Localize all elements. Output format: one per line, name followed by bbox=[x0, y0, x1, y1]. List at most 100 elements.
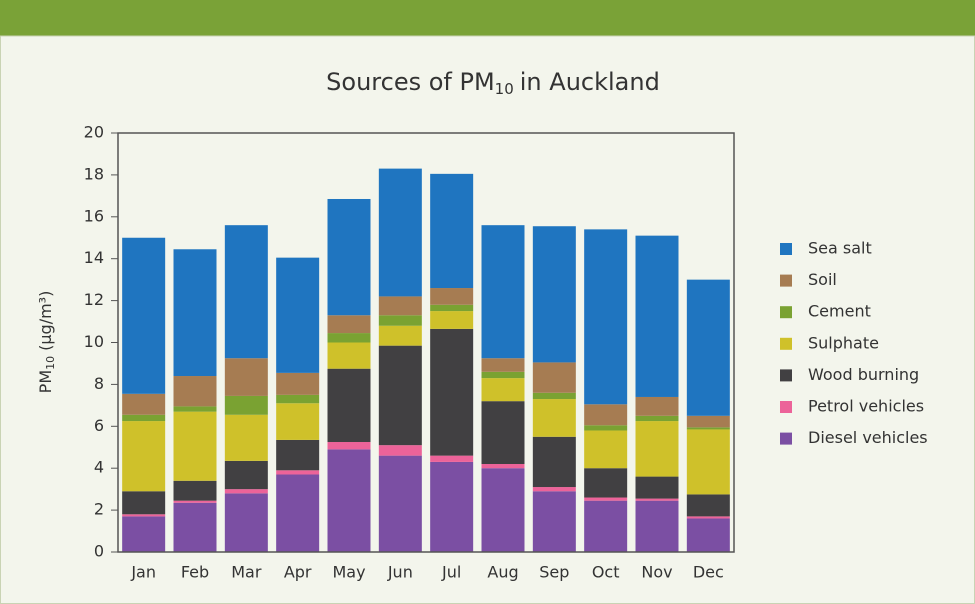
chart-title: Sources of PM10 in Auckland bbox=[326, 68, 660, 98]
title-subscript: 10 bbox=[495, 80, 514, 98]
legend-label: Wood burning bbox=[808, 365, 919, 384]
legend-label: Cement bbox=[808, 302, 871, 321]
bar-segment bbox=[635, 498, 679, 501]
bar-segment bbox=[173, 249, 217, 377]
bar-segment bbox=[430, 288, 474, 305]
bar-segment bbox=[378, 325, 422, 346]
x-tick-label: Oct bbox=[592, 563, 620, 582]
bar-segment bbox=[173, 480, 217, 501]
bar-segment bbox=[122, 491, 166, 515]
bar-segment bbox=[481, 358, 525, 372]
bar-segment bbox=[276, 470, 320, 475]
plot-frame bbox=[117, 132, 735, 553]
bar-segment bbox=[584, 497, 628, 501]
bar-segment bbox=[686, 429, 730, 495]
bar-segment bbox=[173, 502, 217, 552]
y-tick-label: 16 bbox=[84, 206, 104, 225]
y-axis-label: PM10 (µg/m³) bbox=[36, 291, 58, 394]
bar-segment bbox=[686, 516, 730, 519]
legend-swatch bbox=[780, 337, 792, 350]
bar-segment bbox=[122, 414, 166, 422]
label-subscript: 10 bbox=[44, 356, 57, 370]
bar-segment bbox=[378, 296, 422, 316]
bar-segment bbox=[532, 436, 576, 488]
legend-swatch bbox=[780, 243, 792, 255]
bar-segment bbox=[430, 461, 474, 552]
bar-segment bbox=[635, 235, 679, 397]
bar-segment bbox=[532, 487, 576, 492]
legend-swatch bbox=[780, 369, 792, 382]
legend-label: Sulphate bbox=[808, 333, 879, 352]
title-part: Sources of PM bbox=[326, 68, 495, 96]
bar-segment bbox=[635, 396, 679, 416]
bar-segment bbox=[327, 333, 371, 343]
bar-segment bbox=[532, 399, 576, 437]
x-tick-label: Sep bbox=[539, 563, 569, 582]
bar-segment bbox=[327, 342, 371, 369]
bar-segment bbox=[430, 455, 474, 462]
bar-segment bbox=[276, 257, 320, 373]
bar-segment bbox=[276, 474, 320, 552]
bar-segment bbox=[173, 411, 217, 481]
y-tick-label: 20 bbox=[84, 123, 104, 142]
bar-segment bbox=[430, 328, 474, 456]
bar-segment bbox=[532, 226, 576, 363]
x-tick-label: May bbox=[332, 563, 365, 582]
bar-segment bbox=[276, 372, 320, 395]
bar-segment bbox=[122, 514, 166, 517]
bar-segment bbox=[224, 489, 268, 494]
bar-segment bbox=[686, 494, 730, 517]
bar-segment bbox=[224, 460, 268, 490]
y-tick-label: 8 bbox=[94, 374, 104, 393]
bar-segment bbox=[378, 455, 422, 552]
bar-segment bbox=[173, 500, 217, 503]
bar-segment bbox=[584, 468, 628, 498]
bar-segment bbox=[327, 449, 371, 552]
bar-segment bbox=[584, 500, 628, 552]
legend-label: Diesel vehicles bbox=[808, 428, 928, 447]
bar-segment bbox=[481, 468, 525, 552]
bar-segment bbox=[686, 279, 730, 416]
bar-segment bbox=[327, 198, 371, 316]
bar-segment bbox=[224, 395, 268, 415]
bar-segment bbox=[686, 427, 730, 430]
bar-segment bbox=[173, 376, 217, 407]
bar-segment bbox=[430, 311, 474, 329]
bar-segment bbox=[224, 358, 268, 396]
x-tick-label: Dec bbox=[693, 563, 724, 582]
header-bar bbox=[0, 0, 975, 36]
bar-segment bbox=[430, 173, 474, 289]
bar-segment bbox=[635, 421, 679, 477]
legend-label: Sea salt bbox=[808, 239, 872, 258]
bar-segment bbox=[635, 500, 679, 552]
bar-segment bbox=[635, 476, 679, 499]
bar-segment bbox=[378, 345, 422, 446]
label-part: PM bbox=[36, 370, 55, 393]
bar-segment bbox=[378, 315, 422, 326]
bar-segment bbox=[686, 518, 730, 552]
bar-segment bbox=[481, 401, 525, 465]
bar-segment bbox=[584, 404, 628, 426]
x-tick-label: Feb bbox=[181, 563, 209, 582]
bar-segment bbox=[276, 403, 320, 440]
bar-segment bbox=[122, 237, 166, 394]
x-tick-label: Jan bbox=[130, 563, 156, 582]
y-tick-label: 0 bbox=[94, 542, 104, 561]
bar-segment bbox=[584, 430, 628, 469]
bar-segment bbox=[122, 393, 166, 415]
bar-segment bbox=[584, 229, 628, 405]
bar-segment bbox=[481, 378, 525, 402]
bar-segment bbox=[276, 439, 320, 471]
x-tick-label: Jun bbox=[387, 563, 413, 582]
bar-segment bbox=[327, 442, 371, 450]
x-tick-label: Jul bbox=[441, 563, 461, 582]
bar-segment bbox=[481, 371, 525, 379]
x-tick-label: Mar bbox=[231, 563, 262, 582]
y-tick-label: 2 bbox=[94, 500, 104, 519]
bar-segment bbox=[122, 516, 166, 552]
y-tick-label: 4 bbox=[94, 458, 104, 477]
bar-segment bbox=[430, 304, 474, 312]
bar-segment bbox=[532, 392, 576, 400]
x-tick-label: Aug bbox=[487, 563, 518, 582]
legend-swatch bbox=[780, 306, 792, 319]
